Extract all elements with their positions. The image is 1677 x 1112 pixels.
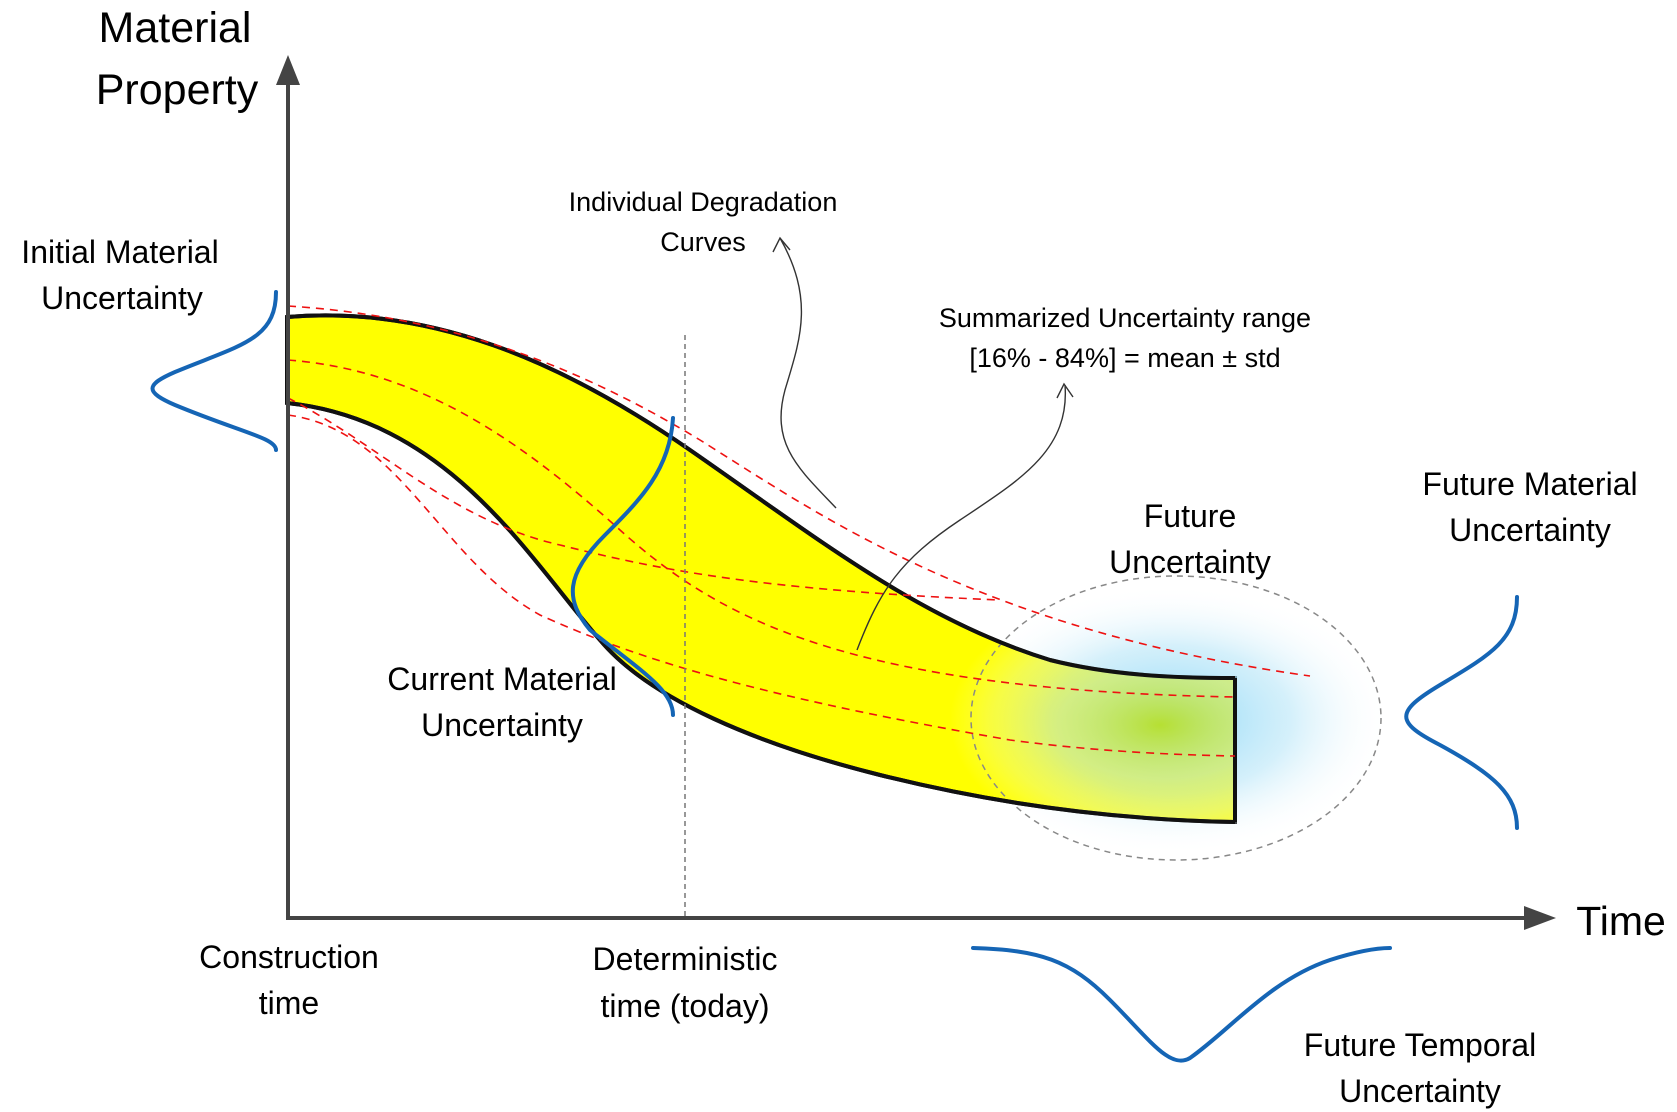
future-uncertainty-label-line1: Future (1144, 498, 1236, 534)
future-core (990, 635, 1235, 815)
future-material-label-line2: Uncertainty (1449, 512, 1611, 548)
individual-curves-arrowhead (772, 236, 791, 253)
degradation-curves (287, 305, 1311, 757)
band-upper-edge (286, 313, 1236, 680)
summarized-range-label-line1: Summarized Uncertainty range (939, 303, 1311, 333)
future-material-distribution (1404, 595, 1519, 830)
summarized-range-arrowhead (1056, 382, 1074, 399)
y-axis-label-line1: Material (99, 4, 252, 52)
y-axis-arrow (276, 55, 300, 85)
x-axis-label: Time (1576, 898, 1666, 944)
individual-curves-label-line1: Individual Degradation (569, 187, 838, 217)
future-temporal-label-line2: Uncertainty (1339, 1073, 1501, 1109)
initial-uncertainty-distribution (150, 290, 278, 452)
future-uncertainty-label-line2: Uncertainty (1109, 544, 1271, 580)
future-uncertainty-ellipse (970, 575, 1382, 861)
current-uncertainty-label-line1: Current Material (387, 661, 616, 697)
future-temporal-distribution (971, 946, 1392, 1063)
deterministic-time-label-line2: time (today) (601, 988, 770, 1024)
summarized-range-pointer (856, 384, 1066, 651)
future-material-label-line1: Future Material (1422, 466, 1637, 502)
degradation-curve-2 (287, 359, 1236, 698)
distribution-curves (150, 290, 1519, 1063)
current-uncertainty-label-line2: Uncertainty (421, 707, 583, 743)
y-axis-label-line2: Property (96, 66, 259, 114)
annotation-pointers (772, 236, 1074, 651)
deterministic-time-label-line1: Deterministic (593, 941, 778, 977)
summarized-range-label-line2: [16% - 84%] = mean ± std (969, 343, 1280, 373)
degradation-curve-4 (287, 397, 1001, 601)
individual-curves-pointer (779, 237, 837, 509)
current-uncertainty-distribution (570, 416, 675, 717)
axes (276, 55, 1556, 930)
degradation-curve-1 (287, 305, 1311, 677)
construction-time-label-line1: Construction (199, 939, 379, 975)
initial-uncertainty-label-line1: Initial Material (21, 234, 218, 270)
initial-uncertainty-label-line2: Uncertainty (41, 280, 203, 316)
future-temporal-label-line1: Future Temporal (1304, 1027, 1536, 1063)
band-lower-edge (286, 401, 1236, 824)
construction-time-label-line2: time (259, 985, 319, 1021)
individual-curves-label-line2: Curves (660, 227, 746, 257)
degradation-curve-3 (287, 414, 1236, 757)
x-axis-arrow (1524, 906, 1556, 930)
